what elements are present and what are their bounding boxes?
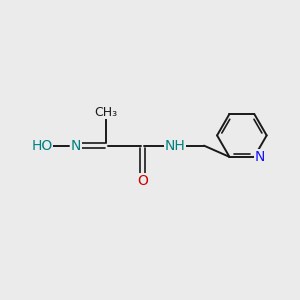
Text: O: O xyxy=(137,174,148,188)
Text: N: N xyxy=(70,139,81,153)
Text: N: N xyxy=(255,150,265,164)
Text: HO: HO xyxy=(32,139,53,153)
Text: NH: NH xyxy=(164,139,185,153)
Text: CH₃: CH₃ xyxy=(95,106,118,118)
